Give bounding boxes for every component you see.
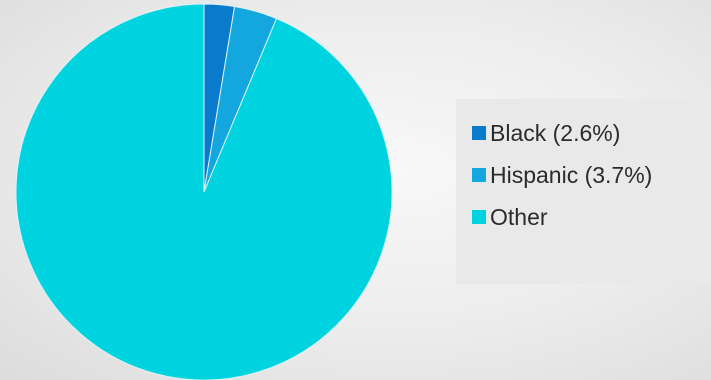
legend-swatch-other [472, 210, 486, 224]
legend: Black (2.6%) Hispanic (3.7%) Other [456, 99, 711, 284]
legend-label-other: Other [490, 203, 548, 230]
pie-slice-other [15, 3, 393, 380]
legend-swatch-hispanic [472, 168, 486, 182]
pie-slices [15, 3, 393, 380]
legend-swatch-black [472, 126, 486, 140]
legend-item-black: Black (2.6%) [472, 119, 711, 147]
legend-label-black: Black (2.6%) [490, 119, 621, 146]
legend-item-hispanic: Hispanic (3.7%) [472, 161, 711, 189]
legend-label-hispanic: Hispanic (3.7%) [490, 161, 653, 188]
legend-item-other: Other [472, 203, 711, 231]
